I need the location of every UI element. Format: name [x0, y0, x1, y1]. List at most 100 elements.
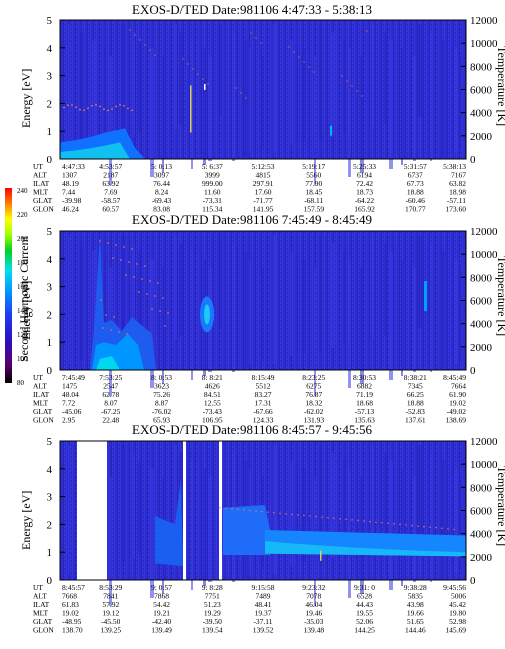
panel-2-ephemeris-table: UT 7:45:49 7:53:25 8: 0:53 8: 8:21 8:15:49 8:2… — [33, 373, 466, 425]
energy-tick-label: 5 — [47, 15, 53, 27]
temperature-tick-label: 8000 — [470, 61, 493, 73]
panel-1-temperature-axis: 0 2000 4000 6000 8000 10000 12000 — [461, 15, 498, 166]
energy-tick-label: 3 — [47, 71, 53, 83]
table-cell: 1307 — [62, 171, 77, 180]
table-cell: 9: 8:28 — [202, 583, 223, 592]
table-cell: -39.50 — [203, 617, 223, 626]
table-cell: 5: 0:13 — [151, 162, 172, 171]
table-cell: 9: 0:57 — [151, 583, 172, 592]
temperature-tick-label: 0 — [470, 575, 476, 587]
table-cell: 9:23:32 — [302, 583, 325, 592]
table-cell: -37.11 — [253, 617, 272, 626]
temperature-tick-label: 2000 — [470, 342, 493, 354]
table-cell: 139.54 — [202, 626, 223, 635]
table-cell: 7:45:49 — [62, 373, 85, 382]
table-cell: 83.08 — [153, 205, 170, 214]
colorbar-tick-label: 80 — [17, 379, 25, 387]
table-cell: 5512 — [256, 382, 271, 391]
table-cell: -35.03 — [304, 617, 324, 626]
row-label-mlt: MLT — [33, 399, 49, 408]
panel-1-spectrogram — [60, 24, 461, 185]
table-cell: -69.43 — [152, 196, 172, 205]
table-cell: -42.40 — [152, 617, 172, 626]
table-cell: 8:53:29 — [99, 583, 122, 592]
table-cell: 5560 — [306, 171, 321, 180]
row-label-ilat: ILAT — [33, 179, 50, 188]
row-label-alt: ALT — [33, 592, 47, 601]
table-cell: 139.52 — [253, 626, 274, 635]
table-cell: 131.93 — [303, 416, 324, 425]
panel-2-ylabel: Energy [eV] — [19, 281, 33, 340]
temperature-tick-label: 12000 — [470, 226, 498, 238]
table-cell: 8: 8:21 — [202, 373, 223, 382]
table-cell: 144.25 — [354, 626, 375, 635]
table-cell: 7:53:25 — [99, 373, 122, 382]
table-cell: 297.91 — [253, 179, 274, 188]
table-cell: 18.98 — [449, 188, 466, 197]
row-label-glat: GLAT — [33, 617, 53, 626]
table-cell: 19.37 — [255, 609, 272, 618]
table-cell: -60.46 — [406, 196, 426, 205]
table-cell: -57.11 — [447, 196, 466, 205]
energy-tick-label: 3 — [47, 282, 53, 294]
table-cell: 4:47:33 — [62, 162, 85, 171]
table-cell: 7664 — [451, 382, 466, 391]
table-cell: 6194 — [357, 171, 372, 180]
table-cell: 62.78 — [102, 390, 119, 399]
table-cell: -73.31 — [203, 196, 223, 205]
table-cell: 7345 — [408, 382, 423, 391]
table-cell: 5006 — [451, 592, 466, 601]
panel-2: EXOS-D/TED Date:981106 7:45:49 - 8:45:49… — [19, 212, 505, 425]
panel-3-ylabel: Energy [eV] — [19, 491, 33, 550]
energy-tick-label: 3 — [47, 492, 53, 504]
table-cell: 7668 — [62, 592, 77, 601]
table-cell: -45.06 — [62, 407, 82, 416]
table-cell: 135.63 — [354, 416, 375, 425]
energy-tick-label: 0 — [47, 575, 53, 587]
panel-2-y2label: Temperature [K] — [495, 256, 505, 336]
energy-tick-label: 4 — [47, 43, 53, 55]
table-cell: 173.60 — [445, 205, 466, 214]
table-cell: -39.98 — [62, 196, 82, 205]
table-cell: 4:53:57 — [99, 162, 122, 171]
table-cell: 9:31: 0 — [354, 583, 375, 592]
temperature-tick-label: 2000 — [470, 552, 493, 564]
table-cell: 65.93 — [153, 416, 170, 425]
table-cell: 52.06 — [356, 617, 373, 626]
table-cell: 3623 — [154, 382, 169, 391]
table-cell: 18.88 — [407, 399, 424, 408]
table-cell: 19.66 — [407, 609, 424, 618]
table-cell: 7.69 — [104, 188, 117, 197]
panel-2-title: EXOS-D/TED Date:981106 7:45:49 - 8:45:49 — [132, 212, 372, 227]
table-cell: 46.24 — [62, 205, 79, 214]
colorbar-label: Second Harmonic Current — [17, 235, 31, 362]
panel-1: EXOS-D/TED Date:981106 4:47:33 - 5:38:13… — [19, 2, 505, 214]
table-cell: 999.00 — [202, 179, 223, 188]
table-cell: 4815 — [256, 171, 271, 180]
table-cell: 8: 0:53 — [151, 373, 172, 382]
temperature-tick-label: 12000 — [470, 436, 498, 448]
table-cell: -67.25 — [101, 407, 121, 416]
table-cell: 4626 — [205, 382, 220, 391]
panel-2-temperature-axis: 0 2000 4000 6000 8000 10000 12000 — [461, 226, 498, 377]
table-cell: 48.04 — [62, 390, 79, 399]
panel-3-title: EXOS-D/TED Date:981106 8:45:57 - 9:45:56 — [132, 422, 372, 437]
table-cell: 139.25 — [100, 626, 121, 635]
table-cell: 60.57 — [102, 205, 119, 214]
temperature-tick-label: 4000 — [470, 319, 493, 331]
table-cell: 3097 — [154, 171, 169, 180]
panel-3-spectrogram — [68, 441, 466, 606]
row-label-alt: ALT — [33, 382, 47, 391]
panel-1-title: EXOS-D/TED Date:981106 4:47:33 - 5:38:13 — [132, 2, 372, 17]
table-cell: 2187 — [103, 171, 118, 180]
table-cell: 75.26 — [153, 390, 170, 399]
table-cell: 8.87 — [155, 399, 168, 408]
table-cell: -57.13 — [355, 407, 375, 416]
row-label-mlt: MLT — [33, 609, 49, 618]
colorbar-tick-label: 220 — [17, 211, 28, 219]
temperature-tick-label: 10000 — [470, 249, 498, 261]
table-cell: 8:23:25 — [302, 373, 325, 382]
table-cell: 7.72 — [62, 399, 75, 408]
table-cell: 6275 — [306, 382, 321, 391]
